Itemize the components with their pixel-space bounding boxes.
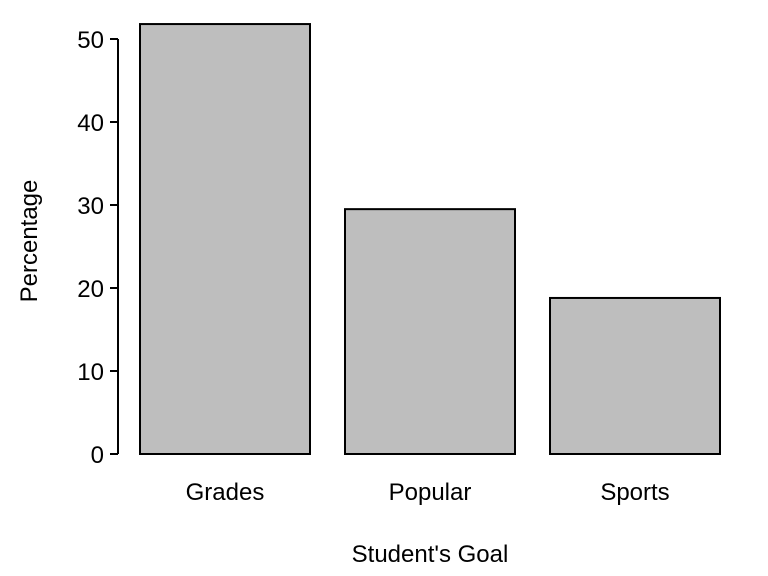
bar-popular	[344, 208, 516, 455]
y-tick-label: 10	[77, 359, 104, 386]
y-axis: 0 10 20 30 40 50	[77, 27, 119, 469]
x-axis-title: Student's Goal	[352, 541, 509, 568]
y-tick-label: 50	[77, 27, 104, 54]
y-axis-title: Percentage	[16, 180, 43, 303]
bar-sports	[549, 296, 721, 455]
bars-group	[139, 23, 721, 456]
y-tick-label: 30	[77, 193, 104, 220]
x-tick-label: Grades	[186, 479, 265, 506]
bar-grades	[139, 23, 311, 456]
x-tick-labels: Grades Popular Sports	[186, 479, 670, 506]
x-tick-label: Popular	[389, 479, 472, 506]
y-tick-label: 40	[77, 110, 104, 137]
x-tick-label: Sports	[600, 479, 669, 506]
y-tick-label: 20	[77, 276, 104, 303]
y-tick-label: 0	[91, 442, 104, 469]
